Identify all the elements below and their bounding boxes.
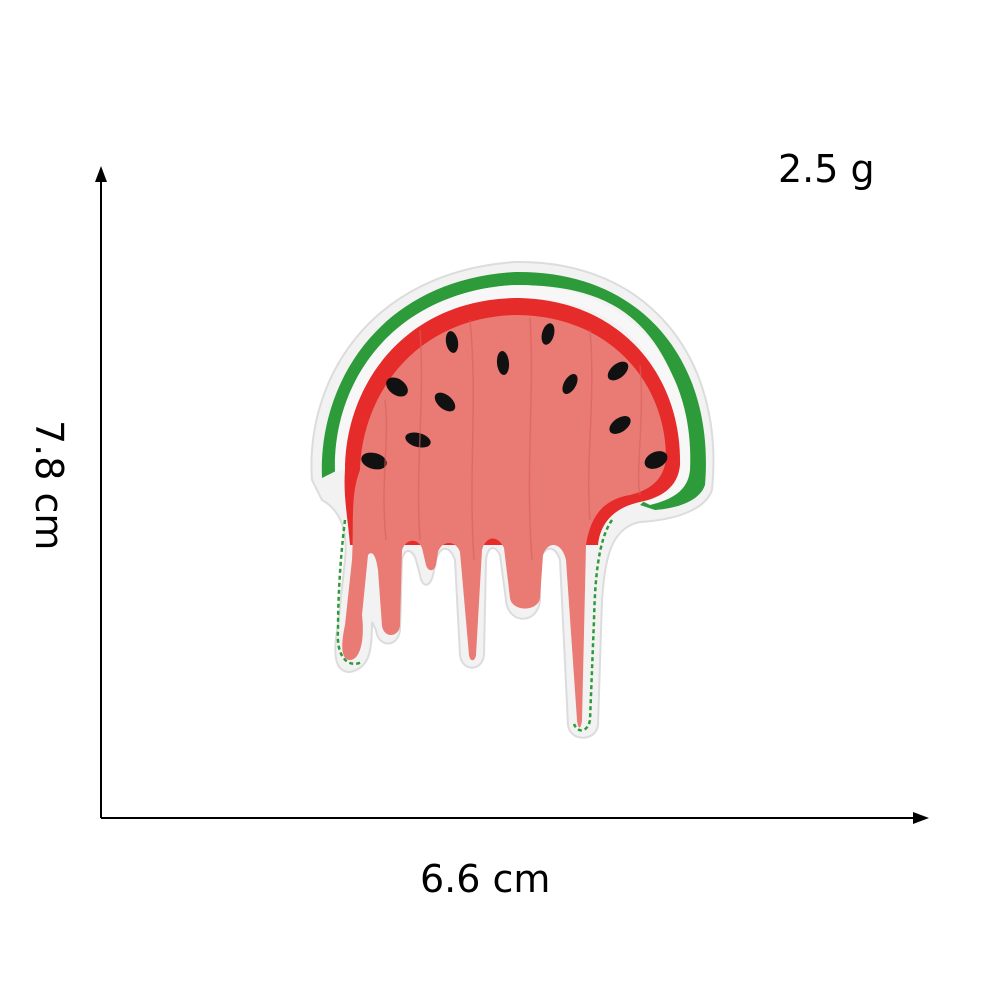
seed-icon — [562, 374, 578, 394]
seed-icon — [541, 323, 555, 345]
dripping-watermelon-patch-icon — [310, 260, 715, 739]
seed-icon — [644, 451, 668, 469]
watermelon-seeds — [361, 323, 668, 470]
height-label: 7.8 cm — [27, 420, 71, 551]
flesh-stitch-texture — [383, 317, 643, 561]
seed-icon — [434, 392, 456, 412]
seed-icon — [496, 351, 510, 375]
seed-icon — [405, 432, 431, 448]
width-label: 6.6 cm — [420, 857, 551, 901]
seed-icon — [386, 377, 408, 397]
seed-icon — [609, 416, 631, 434]
seed-icon — [607, 361, 629, 381]
vertical-axis-arrow-icon — [95, 166, 107, 182]
horizontal-axis-arrow-icon — [913, 812, 929, 824]
weight-label: 2.5 g — [778, 147, 875, 191]
seed-icon — [445, 331, 459, 353]
drip-stitch-outline-right — [572, 519, 614, 732]
seed-icon — [361, 452, 387, 470]
flesh-pink — [342, 315, 666, 728]
drip-stitch-outline — [336, 519, 363, 665]
